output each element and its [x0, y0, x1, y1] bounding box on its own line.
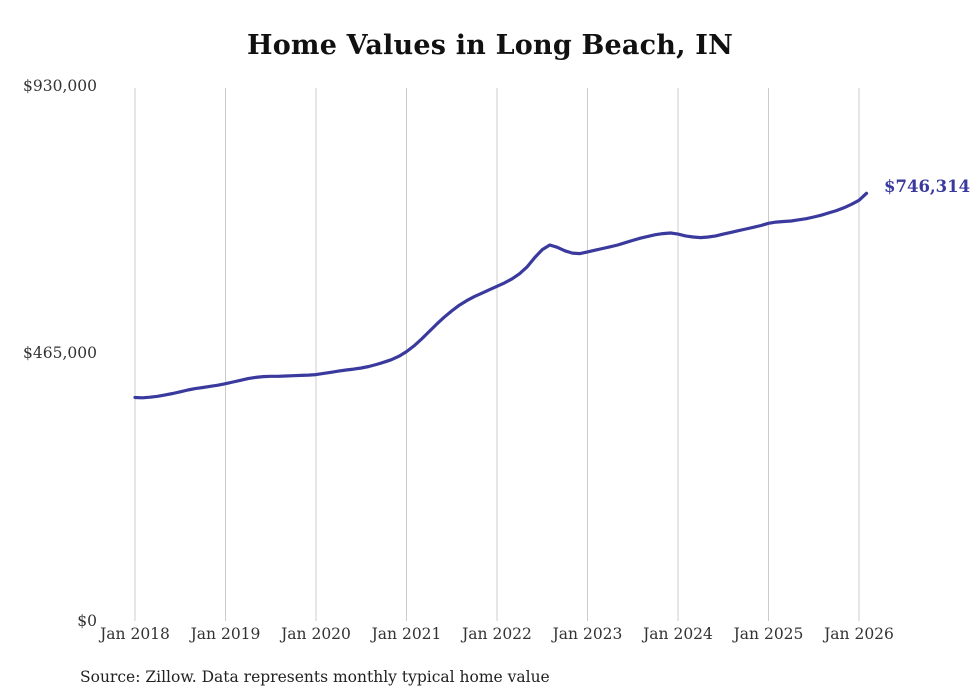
- x-axis-tick-label: Jan 2024: [643, 625, 713, 643]
- home-value-line: [133, 191, 869, 400]
- y-axis-tick-label-max: $930,000: [23, 77, 97, 95]
- x-axis-tick-label: Jan 2025: [733, 625, 804, 643]
- y-axis-tick-label-mid: $465,000: [23, 344, 97, 362]
- final-value-label: $746,314: [884, 177, 971, 196]
- x-axis-tick-label: Jan 2019: [190, 625, 261, 643]
- x-axis-tick-label: Jan 2022: [462, 625, 532, 643]
- x-axis-tick-label: Jan 2026: [824, 625, 894, 643]
- x-axis-tick-label: Jan 2018: [100, 625, 170, 643]
- x-axis-tick-label: Jan 2023: [552, 625, 623, 643]
- x-axis-tick-label: Jan 2021: [371, 625, 442, 643]
- x-axis-tick-label: Jan 2020: [281, 625, 351, 643]
- y-axis-tick-label-zero: $0: [77, 612, 97, 630]
- chart-title: Home Values in Long Beach, IN: [247, 30, 733, 61]
- source-note: Source: Zillow. Data represents monthly …: [80, 668, 550, 686]
